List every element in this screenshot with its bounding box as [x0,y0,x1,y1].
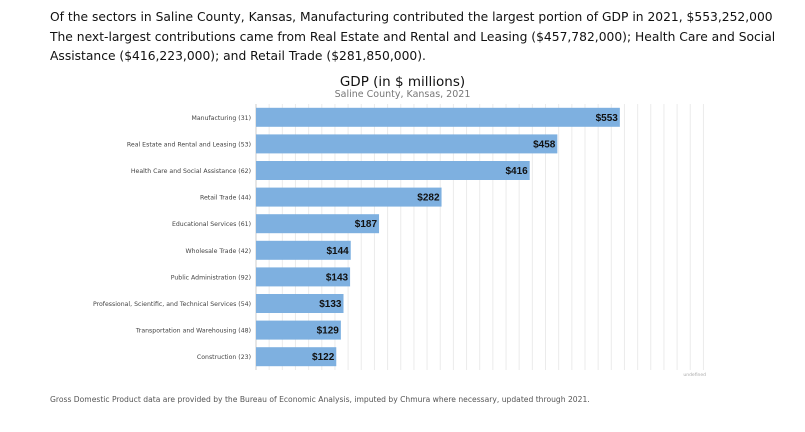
category-label: Manufacturing (31) [192,115,251,122]
value-label: $282 [417,193,440,204]
value-label: $458 [533,139,556,150]
category-label: Real Estate and Rental and Leasing (53) [127,141,251,148]
intro-line-1: Of the sectors in Saline County, Kansas,… [50,10,773,24]
bar [256,267,351,287]
category-label: Construction (23) [197,354,251,361]
intro-text: Of the sectors in Saline County, Kansas,… [50,8,790,67]
bar [256,320,341,340]
value-label: $553 [596,113,619,124]
value-label: $144 [326,246,349,257]
category-label: Health Care and Social Assistance (62) [131,168,251,175]
value-label: $416 [505,166,528,177]
category-label: Retail Trade (44) [200,195,251,202]
x-axis-tick-label: undefined [683,372,706,378]
bar [256,214,380,234]
bar [256,294,344,313]
intro-line-2: The next-largest contributions came from… [50,29,776,64]
bar [256,161,530,180]
value-label: $122 [312,352,335,363]
value-label: $129 [317,326,340,337]
category-label: Educational Services (61) [172,221,251,228]
category-label: Wholesale Trade (42) [186,248,251,255]
chart-subtitle: Saline County, Kansas, 2021 [334,89,471,100]
footnote: Gross Domestic Product data are provided… [50,395,590,404]
bar [256,347,337,367]
value-label: $187 [355,219,378,230]
bar [256,107,620,127]
bar [256,240,351,260]
category-label: Transportation and Warehousing (48) [135,328,251,335]
value-label: $133 [319,299,342,310]
bar [256,187,442,207]
category-label: Professional, Scientific, and Technical … [93,301,251,308]
chart-title: GDP (in $ millions) [339,74,466,90]
category-label: Public Administration (92) [171,274,251,281]
value-label: $143 [326,272,349,283]
bar [256,134,558,154]
